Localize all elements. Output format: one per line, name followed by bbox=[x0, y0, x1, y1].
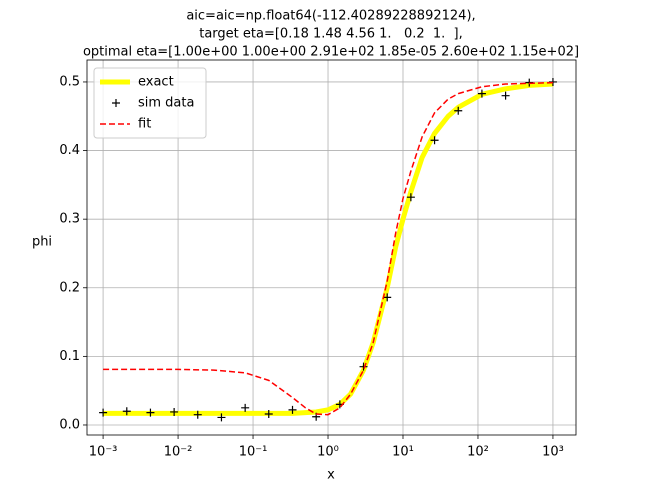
legend-label: sim data bbox=[138, 96, 194, 111]
data-point bbox=[454, 106, 463, 115]
y-tick-label: 0.1 bbox=[59, 349, 80, 364]
y-tick-label: 0.3 bbox=[59, 212, 80, 227]
data-point bbox=[383, 293, 392, 302]
data-point bbox=[264, 410, 273, 419]
y-tick-label: 0.2 bbox=[59, 280, 80, 295]
x-tick-label: 10² bbox=[467, 445, 489, 460]
y-tick-label: 0.4 bbox=[59, 143, 80, 158]
data-point bbox=[477, 89, 486, 98]
data-point bbox=[430, 136, 439, 145]
data-point bbox=[99, 408, 108, 417]
data-point bbox=[217, 413, 226, 422]
x-tick-label: 10³ bbox=[542, 445, 564, 460]
data-point bbox=[288, 405, 297, 414]
chart-title: aic=aic=np.float64(-112.40289228892124), bbox=[186, 9, 475, 24]
data-point bbox=[146, 408, 155, 417]
x-tick-label: 10⁻³ bbox=[89, 445, 118, 460]
data-point bbox=[359, 362, 368, 371]
chart-title: target eta=[0.18 1.48 4.56 1. 0.2 1. ], bbox=[199, 27, 463, 42]
y-tick-label: 0.0 bbox=[59, 417, 80, 432]
chart-title: optimal eta=[1.00e+00 1.00e+00 2.91e+02 … bbox=[83, 45, 579, 60]
data-line bbox=[103, 81, 554, 416]
plot-frame bbox=[86, 59, 577, 436]
data-point bbox=[170, 407, 179, 416]
x-tick-label: 10⁻² bbox=[164, 445, 193, 460]
data-point bbox=[406, 193, 415, 202]
y-axis-label: phi bbox=[32, 235, 52, 250]
data-point bbox=[122, 407, 131, 416]
data-point bbox=[193, 410, 202, 419]
x-axis-label: x bbox=[327, 468, 335, 483]
legend-label: exact bbox=[138, 75, 174, 90]
data-point bbox=[241, 403, 250, 412]
x-tick-label: 10¹ bbox=[392, 445, 414, 460]
legend-marker bbox=[112, 99, 120, 107]
legend-label: fit bbox=[138, 117, 151, 132]
data-point bbox=[501, 91, 510, 100]
x-tick-label: 10⁻¹ bbox=[239, 445, 268, 460]
data-point bbox=[548, 77, 557, 86]
data-line bbox=[103, 81, 553, 416]
legend-box bbox=[93, 67, 207, 139]
x-tick-label: 10⁰ bbox=[317, 445, 339, 460]
y-tick-label: 0.5 bbox=[59, 74, 80, 89]
